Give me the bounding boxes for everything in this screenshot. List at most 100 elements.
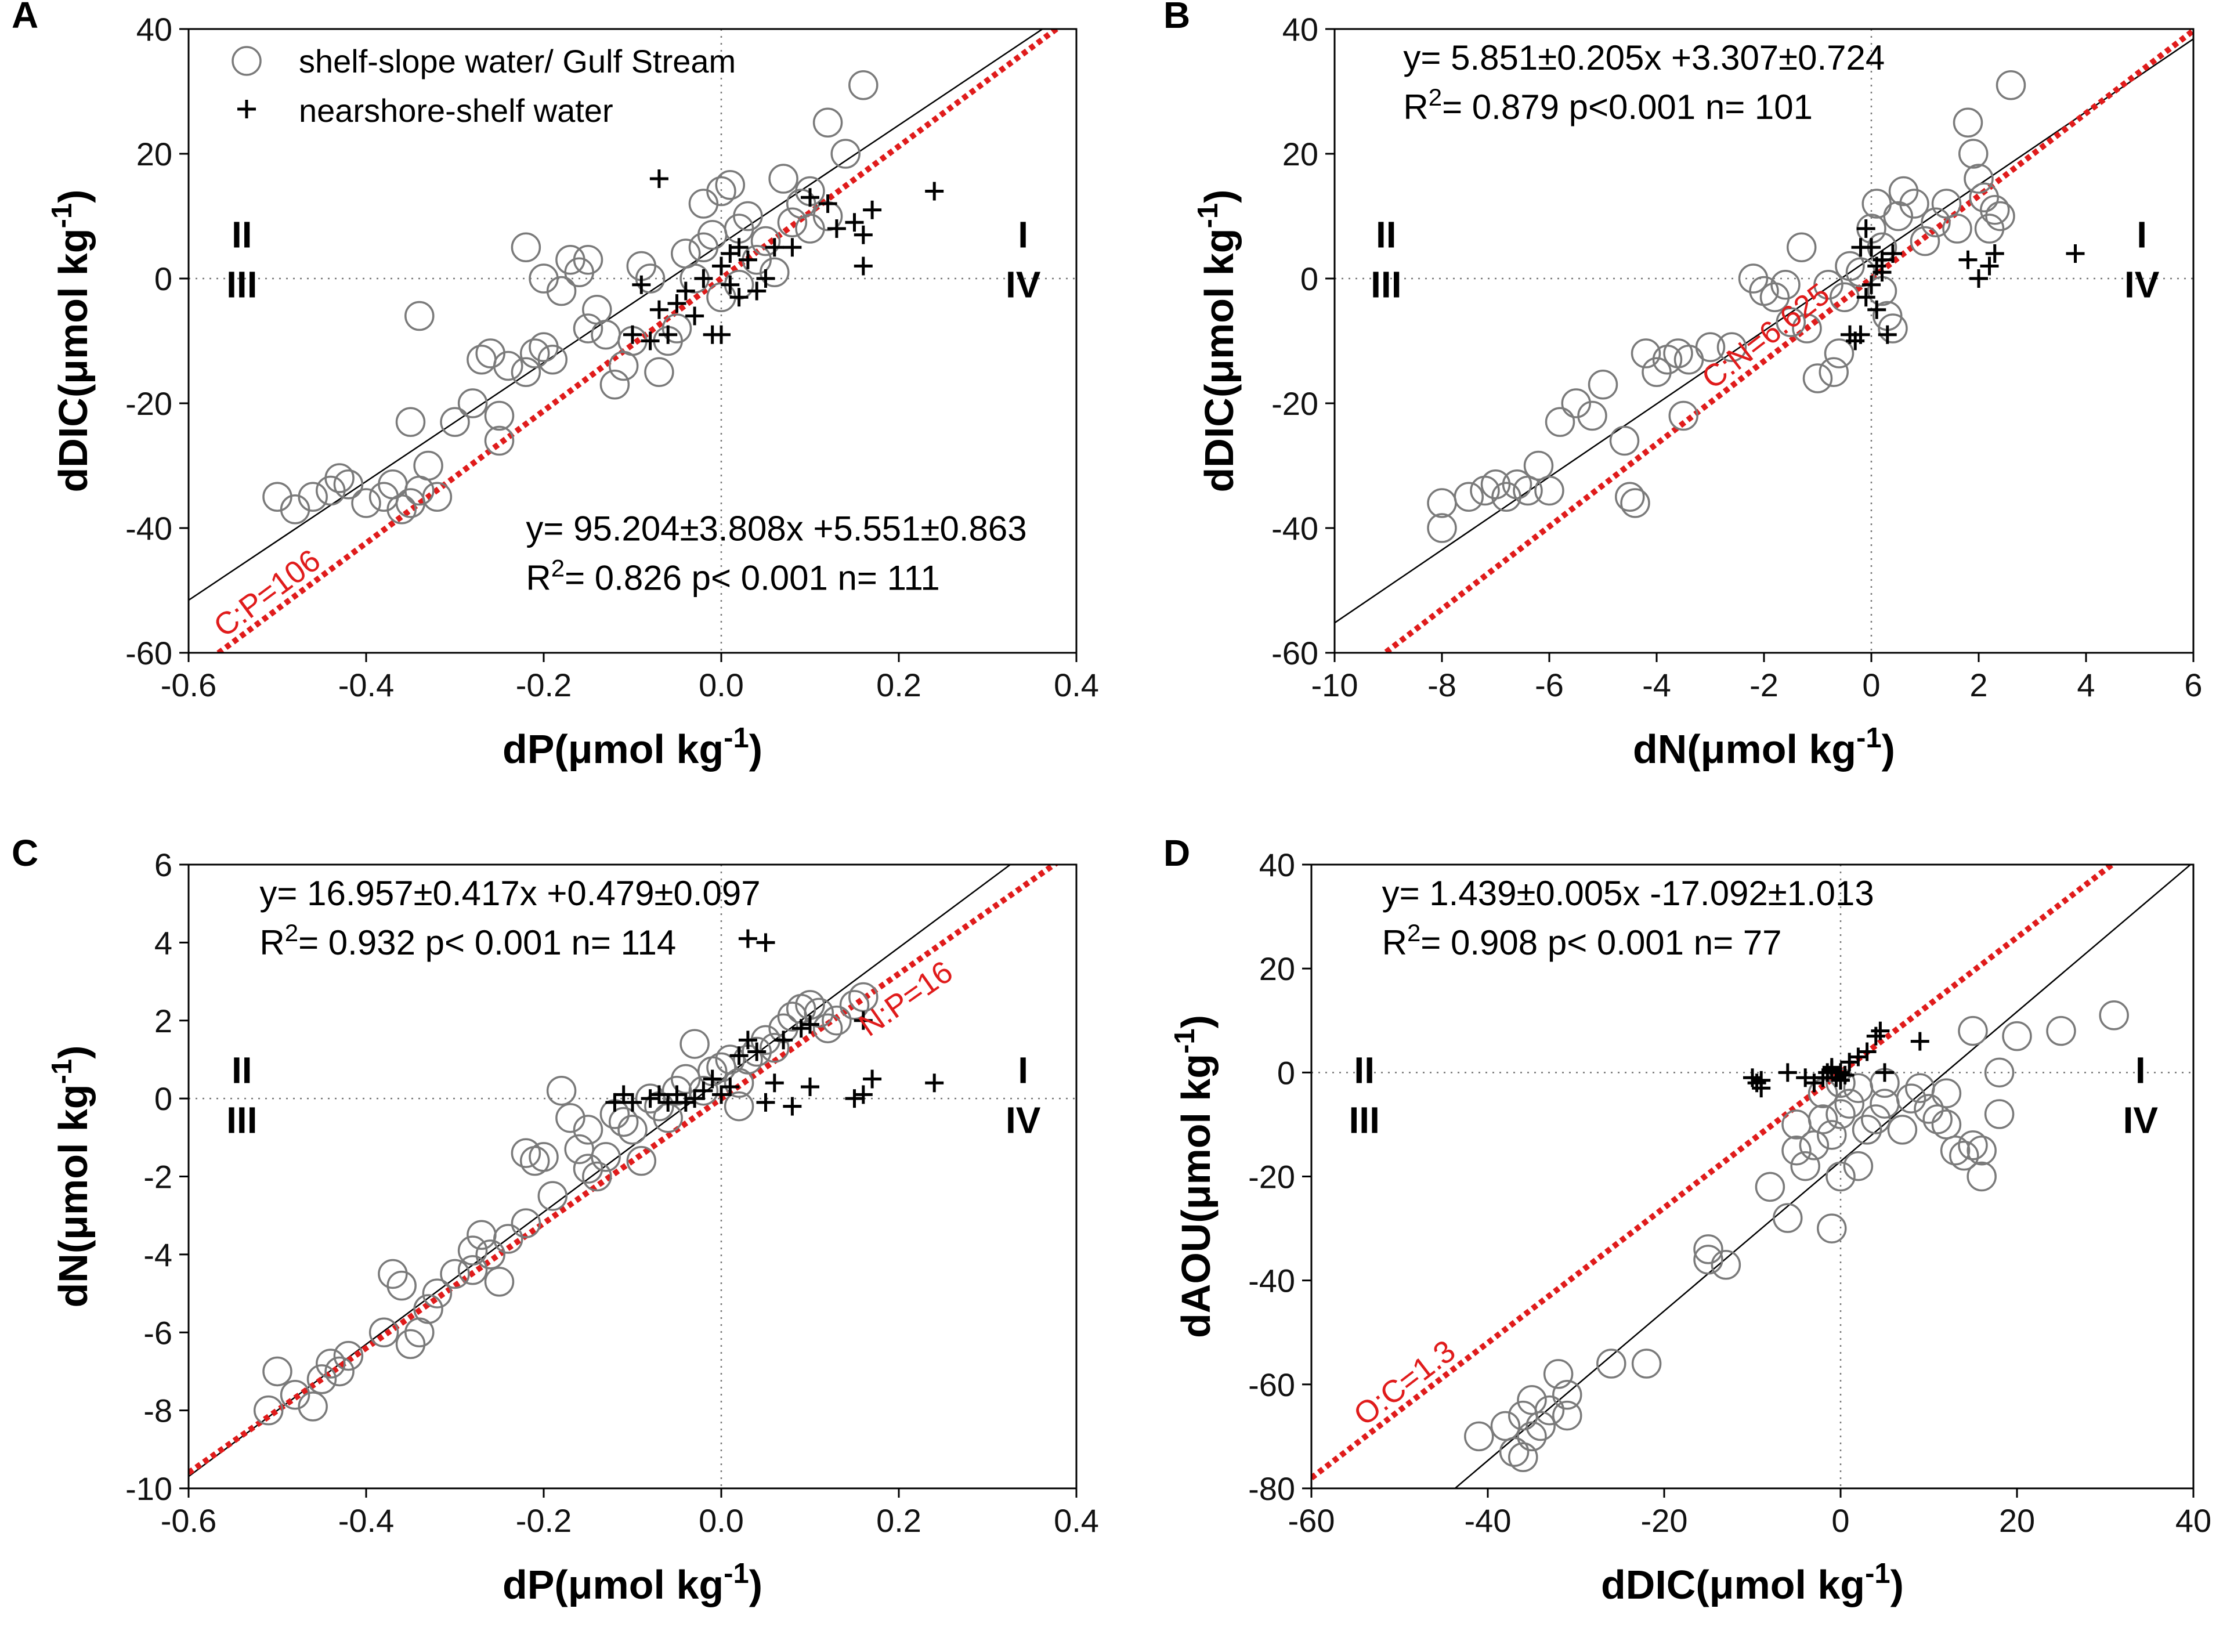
data-point-circle [1931,189,1962,219]
x-tick-label: -0.6 [161,667,217,703]
data-point-circle [519,338,550,368]
data-point-circle [351,488,381,518]
y-tick-label: -40 [1271,510,1318,547]
data-point-circle [1668,400,1698,431]
y-tick-label: 0 [1277,1054,1295,1091]
y-tick-label: 0 [1300,261,1318,297]
data-point-circle [511,357,541,387]
text-run: dDIC(μmol kg [1601,1562,1865,1607]
data-point-circle [484,425,515,456]
chart-panel-c: C -0.6 -0.4 -0.2 0.0 0.2 0.4 -10 -8 -6 -4 -2 0 2 4 6 dP(… [12,832,1099,1607]
data-point-circle [1615,482,1645,512]
data-point-circle [697,220,728,250]
data-point-plus [667,294,686,313]
data-point-circle [1958,1130,1988,1161]
regression-stats: R2= 0.908 p< 0.001 n= 77 [1382,919,1782,962]
data-point-plus [1778,1063,1797,1082]
data-point-circle [1843,1151,1874,1181]
superscript: 2 [551,554,565,581]
data-point-circle [555,1102,585,1133]
y-tick-label: 6 [154,847,172,883]
data-point-plus [1969,269,1988,288]
data-point-circle [1596,1349,1626,1379]
data-point-circle [1922,1104,1953,1134]
panel-letter: A [12,0,38,36]
data-point-circle [679,1029,710,1059]
y-axis-title: dN(μmol kg-1) [46,1046,96,1308]
y-tick-label: 2 [154,1003,172,1039]
text-run: dDIC(μmol kg [1196,228,1242,492]
data-point-circle [599,370,630,400]
x-tick-label: 0.0 [699,667,744,703]
x-tick-label: -0.2 [516,667,572,703]
text-run: ) [1882,726,1895,772]
y-tick-label: 20 [1259,950,1295,987]
data-point-circle [333,469,364,500]
x-tick-label: 0 [1831,1502,1849,1539]
y-tick-label: -60 [125,635,172,671]
data-point-circle [1910,226,1940,256]
data-point-circle [262,1356,292,1387]
data-point-circle [386,1270,417,1301]
regression-stats: R2= 0.932 p< 0.001 n= 114 [259,919,676,962]
x-tick-label: 40 [2175,1502,2211,1539]
text-run: ) [1890,1562,1904,1607]
data-point-circle [1663,338,1693,368]
x-tick-label: 2 [1969,667,1987,703]
data-point-plus [738,929,757,948]
data-point-plus [747,281,767,301]
x-tick-label: -0.2 [516,1502,572,1539]
data-point-circle [1896,1083,1926,1114]
text-run: dN(μmol kg [1633,726,1856,772]
data-point-circle [1852,1115,1882,1145]
data-point-circle [1693,1234,1723,1264]
data-point-circle [635,263,666,294]
y-tick-label: 40 [1259,847,1295,883]
x-axis-title: dDIC(μmol kg-1) [1601,1558,1904,1607]
data-point-circle [316,475,346,506]
superscript: 2 [1407,919,1420,946]
data-point-plus [783,238,802,257]
data-point-circle [511,232,541,262]
y-tick-label: -60 [1271,635,1318,671]
regression-line [1454,865,2192,1488]
x-tick-label: -10 [1311,667,1358,703]
data-point-circle [1454,482,1484,512]
data-point-circle [1517,1421,1547,1452]
data-point-circle [1508,1442,1538,1472]
data-point-circle [413,1294,443,1324]
legend-circle-marker [232,46,262,76]
data-point-plus [712,1085,731,1104]
y-tick-label: 20 [136,136,172,172]
data-point-circle [1545,407,1575,437]
data-point-circle [440,1259,470,1289]
x-tick-label: 0.2 [876,1502,921,1539]
data-point-plus [1871,1021,1890,1040]
data-point-circle [537,345,568,375]
data-point-circle [1759,282,1790,312]
data-point-circle [555,245,585,275]
y-tick-label: -6 [143,1314,172,1351]
data-point-circle [1738,263,1769,294]
data-point-plus [1910,1032,1929,1051]
data-point-plus [1851,325,1870,344]
data-point-circle [1964,164,1994,194]
superscript: -1 [724,722,749,754]
plot-area [189,29,1076,653]
data-point-plus [925,182,944,201]
x-tick-label: -60 [1288,1502,1335,1539]
data-point-plus [685,1089,704,1108]
data-point-plus [1878,325,1897,344]
y-tick-label: 40 [1282,11,1318,48]
data-point-plus [729,238,749,257]
data-point-circle [511,1208,541,1238]
data-point-circle [1642,357,1672,387]
x-tick-label: -0.6 [161,1502,217,1539]
data-point-circle [706,176,736,207]
data-point-plus [1862,275,1881,294]
data-point-circle [493,350,523,381]
data-point-circle [1825,1161,1856,1192]
data-point-circle [280,1380,310,1410]
data-point-circle [378,1259,408,1289]
data-point-plus [694,269,713,288]
